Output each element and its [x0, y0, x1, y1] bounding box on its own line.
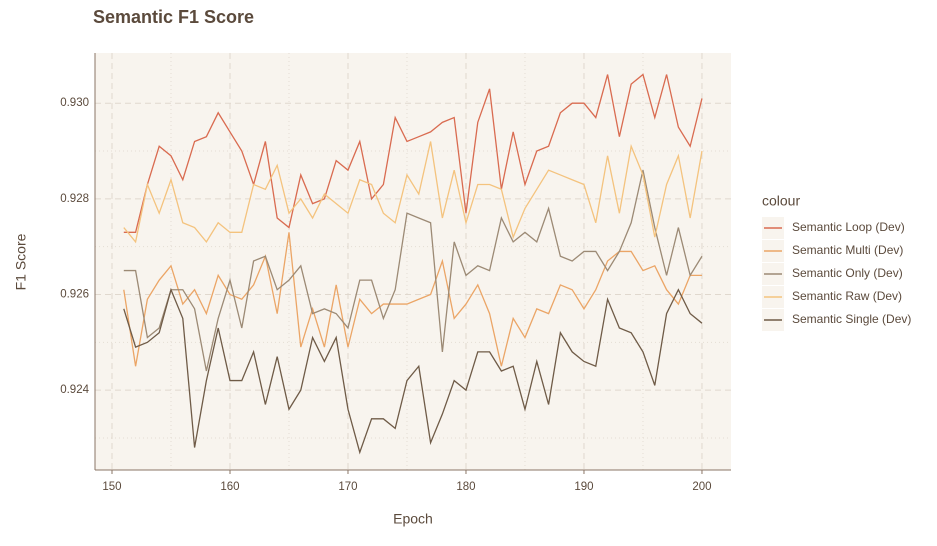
x-tick-label: 180 [456, 481, 475, 493]
legend-title: colour [762, 193, 800, 209]
x-tick-label: 190 [574, 481, 593, 493]
series-line [123, 73, 703, 233]
series-line [123, 232, 702, 367]
x-tick-label: 160 [220, 481, 239, 493]
x-tick-label: 200 [692, 481, 711, 493]
legend-label: Semantic Only (Dev) [792, 266, 903, 280]
x-tick-label: 170 [338, 481, 357, 493]
plot-background [95, 53, 731, 470]
series-line [123, 170, 703, 372]
y-tick-label: 0.926 [60, 289, 89, 301]
legend-label: Semantic Multi (Dev) [792, 243, 903, 257]
y-tick-label: 0.928 [60, 193, 89, 205]
series-line [123, 287, 703, 455]
y-axis-title: F1 Score [13, 233, 29, 290]
legend-label: Semantic Single (Dev) [792, 312, 911, 326]
x-axis-title: Epoch [393, 511, 433, 527]
y-tick-label: 0.930 [60, 97, 89, 109]
legend-label: Semantic Loop (Dev) [792, 220, 905, 234]
y-tick-label: 0.924 [60, 384, 89, 396]
x-tick-label: 150 [102, 481, 121, 493]
legend-label: Semantic Raw (Dev) [792, 289, 902, 303]
series-line [123, 141, 703, 244]
chart-title: Semantic F1 Score [93, 7, 254, 27]
